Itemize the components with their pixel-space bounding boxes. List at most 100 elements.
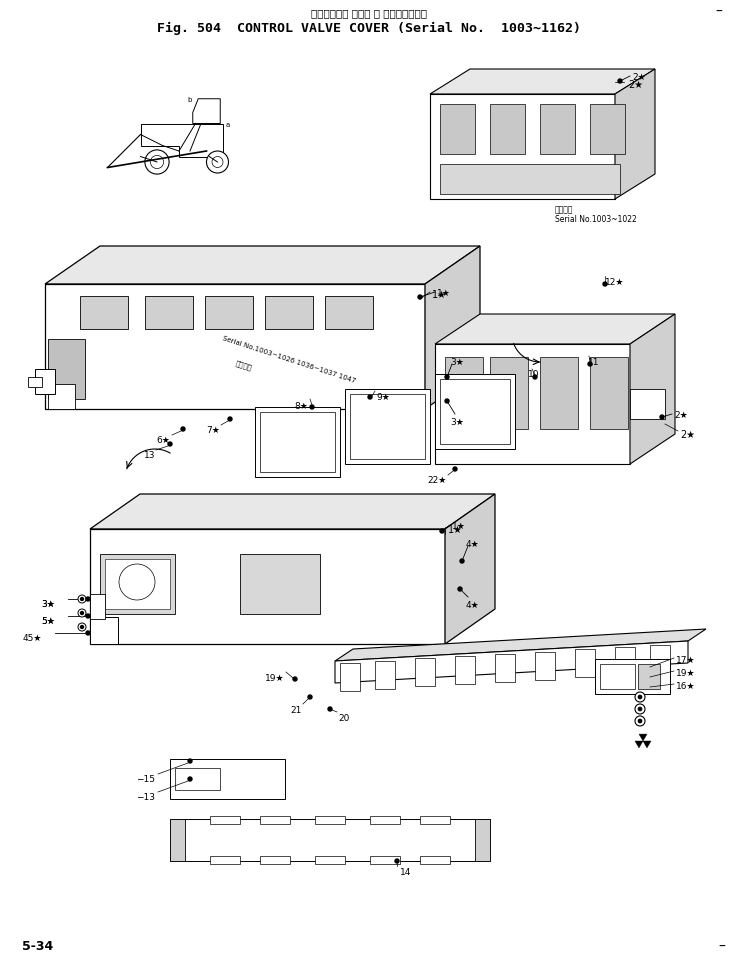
Polygon shape [340, 663, 360, 691]
Text: 6★: 6★ [156, 436, 170, 444]
Circle shape [78, 596, 86, 603]
Circle shape [293, 678, 297, 681]
Text: コントロール バルブ カ バー（通用号機: コントロール バルブ カ バー（通用号機 [311, 8, 427, 18]
Polygon shape [420, 856, 450, 864]
Polygon shape [615, 70, 655, 200]
Polygon shape [615, 647, 635, 676]
Polygon shape [315, 816, 345, 824]
Circle shape [310, 406, 314, 410]
Circle shape [188, 778, 192, 781]
Polygon shape [590, 105, 625, 154]
Polygon shape [325, 296, 373, 330]
Polygon shape [48, 385, 75, 410]
Circle shape [188, 760, 192, 763]
Text: 3★: 3★ [450, 417, 464, 427]
Polygon shape [425, 247, 480, 410]
Circle shape [80, 612, 83, 615]
Polygon shape [455, 657, 475, 684]
Polygon shape [48, 339, 85, 399]
Polygon shape [210, 816, 240, 824]
Text: 1★: 1★ [437, 289, 451, 297]
Polygon shape [175, 768, 220, 790]
Circle shape [635, 717, 645, 726]
Polygon shape [90, 495, 495, 530]
Polygon shape [638, 664, 660, 689]
Polygon shape [90, 595, 105, 619]
Text: Serial No.1003~1026 1036~1037 1047: Serial No.1003~1026 1036~1037 1047 [222, 335, 356, 384]
Polygon shape [430, 95, 615, 200]
Polygon shape [643, 741, 651, 748]
Text: 2★: 2★ [680, 430, 695, 439]
Polygon shape [335, 629, 706, 661]
Text: –: – [718, 939, 725, 953]
Circle shape [458, 587, 462, 592]
Text: 45★: 45★ [22, 634, 42, 642]
Text: 1★: 1★ [448, 524, 463, 535]
Polygon shape [170, 820, 490, 862]
Text: −15: −15 [136, 774, 155, 783]
Polygon shape [445, 357, 483, 430]
Polygon shape [375, 661, 395, 689]
Text: 8★: 8★ [294, 401, 308, 411]
Text: 5-34: 5-34 [22, 939, 53, 952]
Polygon shape [435, 345, 630, 464]
Polygon shape [260, 413, 335, 473]
Polygon shape [475, 820, 490, 862]
Polygon shape [90, 618, 118, 644]
Polygon shape [495, 655, 515, 682]
Text: a: a [226, 122, 230, 128]
Circle shape [86, 631, 90, 636]
Circle shape [445, 375, 449, 379]
Circle shape [168, 442, 172, 447]
Text: 3★: 3★ [41, 599, 55, 608]
Polygon shape [595, 659, 670, 695]
Polygon shape [435, 375, 515, 450]
Circle shape [660, 416, 664, 419]
Polygon shape [370, 816, 400, 824]
Polygon shape [650, 645, 670, 674]
Text: b: b [187, 97, 192, 103]
Text: 14: 14 [400, 867, 411, 876]
Text: 通用号機: 通用号機 [555, 205, 573, 213]
Text: 4★: 4★ [466, 600, 480, 609]
Polygon shape [100, 555, 175, 615]
Circle shape [588, 363, 592, 367]
Polygon shape [440, 165, 620, 194]
Circle shape [603, 283, 607, 287]
Polygon shape [590, 357, 628, 430]
Polygon shape [490, 105, 525, 154]
Circle shape [308, 696, 312, 700]
Polygon shape [170, 760, 285, 800]
Text: −13: −13 [136, 792, 155, 801]
Polygon shape [639, 735, 647, 741]
Circle shape [638, 720, 642, 723]
Polygon shape [540, 105, 575, 154]
Polygon shape [210, 856, 240, 864]
Circle shape [78, 609, 86, 618]
Circle shape [453, 468, 457, 472]
Polygon shape [260, 816, 290, 824]
Text: 2★: 2★ [628, 80, 643, 90]
Text: 4★: 4★ [466, 539, 480, 548]
Circle shape [86, 615, 90, 618]
Text: 1★: 1★ [432, 290, 447, 299]
Polygon shape [255, 408, 340, 477]
Polygon shape [193, 100, 220, 125]
Circle shape [533, 375, 537, 379]
Circle shape [440, 530, 444, 534]
Polygon shape [440, 105, 475, 154]
Circle shape [368, 395, 372, 399]
Polygon shape [630, 390, 665, 419]
Text: Fig. 504  CONTROL VALVE COVER (Serial No.  1003~1162): Fig. 504 CONTROL VALVE COVER (Serial No.… [157, 22, 581, 35]
Circle shape [460, 559, 464, 563]
Polygon shape [575, 650, 595, 678]
Polygon shape [420, 816, 450, 824]
Text: 2★: 2★ [632, 73, 646, 82]
Circle shape [328, 707, 332, 711]
Text: 1★: 1★ [452, 521, 466, 531]
Circle shape [638, 696, 642, 700]
Polygon shape [35, 370, 55, 395]
Polygon shape [90, 530, 445, 644]
Text: 7★: 7★ [206, 426, 220, 435]
Polygon shape [105, 559, 170, 609]
